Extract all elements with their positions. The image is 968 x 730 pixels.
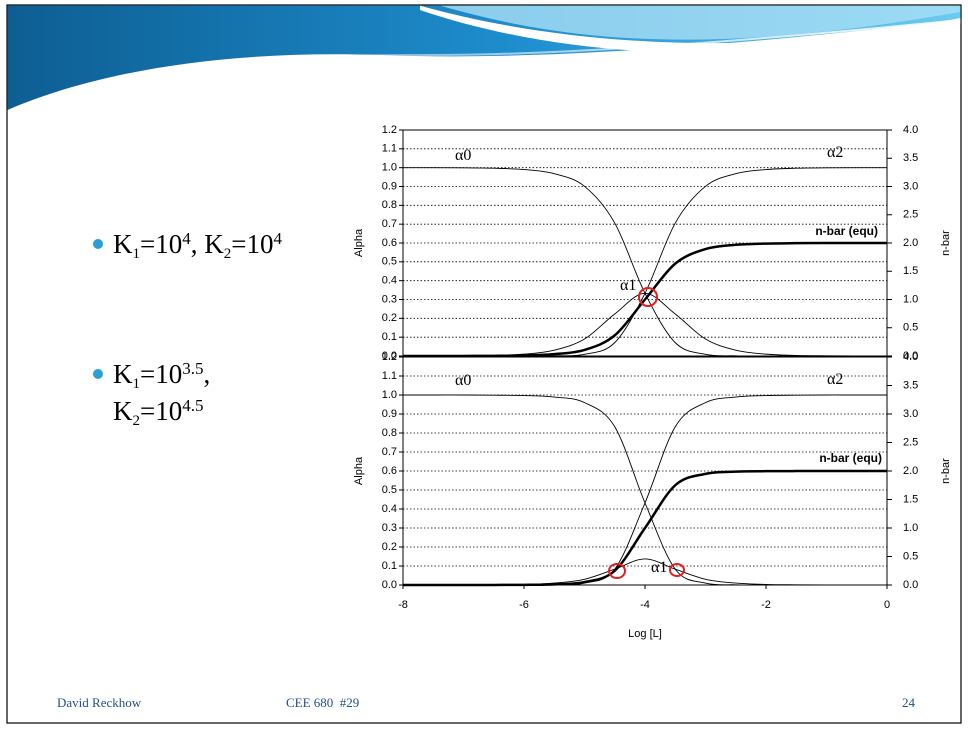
x-tick-label: 0 xyxy=(884,599,890,611)
y2-tick-label: 2.0 xyxy=(903,465,918,477)
y-tick-label: 1.1 xyxy=(382,370,397,382)
chart-panel xyxy=(338,118,960,663)
y2-axis-label: n-bar xyxy=(940,230,952,256)
y-axis-label: Alpha xyxy=(353,228,365,257)
subscript: 1 xyxy=(133,246,141,262)
y-tick-label: 0.6 xyxy=(382,465,397,477)
x-tick-label: -6 xyxy=(519,599,529,611)
y2-tick-label: 1.0 xyxy=(903,522,918,534)
y2-tick-label: 3.0 xyxy=(903,180,918,192)
y-tick-label: 0.4 xyxy=(382,275,397,287)
series-label: α0 xyxy=(455,372,471,389)
y-tick-label: 0.3 xyxy=(382,293,397,305)
text-run: K xyxy=(113,359,133,389)
y-tick-label: 0.9 xyxy=(382,180,397,192)
series-label: n-bar (equ) xyxy=(819,451,882,465)
y2-axis-label: n-bar xyxy=(940,458,952,484)
y-tick-label: 0.5 xyxy=(382,256,397,268)
y-tick-label: 0.6 xyxy=(382,237,397,249)
y2-tick-label: 2.5 xyxy=(903,209,918,221)
y-axis-label: Alpha xyxy=(353,456,365,485)
y2-tick-label: 0.5 xyxy=(903,550,918,562)
y2-tick-label: 1.5 xyxy=(903,265,918,277)
series-label: α1 xyxy=(651,559,667,576)
series-label: α1 xyxy=(620,277,636,294)
text-run: =10 xyxy=(140,229,182,259)
y-tick-label: 0.2 xyxy=(382,541,397,553)
text-run: , xyxy=(203,359,210,389)
subscript: 1 xyxy=(133,376,141,392)
y-tick-label: 1.2 xyxy=(382,124,397,136)
y-tick-label: 1.1 xyxy=(382,143,397,155)
y-tick-label: 0.1 xyxy=(382,331,397,343)
y-tick-label: 0.3 xyxy=(382,522,397,534)
y-tick-label: 1.0 xyxy=(382,162,397,174)
y2-tick-label: 4.0 xyxy=(903,124,918,136)
superscript: 4 xyxy=(273,229,282,248)
y2-tick-label: 4.0 xyxy=(903,351,918,363)
text-run: K xyxy=(113,229,133,259)
y-tick-label: 0.8 xyxy=(382,427,397,439)
y-tick-label: 0.9 xyxy=(382,408,397,420)
y2-tick-label: 3.0 xyxy=(903,408,918,420)
subscript: 2 xyxy=(133,413,141,429)
series-label: n-bar (equ) xyxy=(815,224,878,238)
bullet-dot xyxy=(93,369,103,379)
text-run: =10 xyxy=(231,229,273,259)
y-tick-label: 0.4 xyxy=(382,503,397,515)
y2-tick-label: 1.0 xyxy=(903,293,918,305)
y2-tick-label: 0.5 xyxy=(903,322,918,334)
superscript: 3.5 xyxy=(182,359,203,378)
text-run: =10 xyxy=(140,396,182,426)
y-tick-label: 0.8 xyxy=(382,199,397,211)
footer-author: David Reckhow xyxy=(57,695,142,710)
y-tick-label: 0.1 xyxy=(382,560,397,572)
footer-page: 24 xyxy=(902,695,916,710)
y2-tick-label: 0.0 xyxy=(903,579,918,591)
y2-tick-label: 3.5 xyxy=(903,379,918,391)
x-axis-label: Log [L] xyxy=(628,628,662,640)
series-label: α0 xyxy=(455,147,471,164)
bullet-dot xyxy=(93,239,103,249)
y-tick-label: 0.5 xyxy=(382,484,397,496)
y-tick-label: 0.2 xyxy=(382,312,397,324)
slide: K1=104, K2=104K1=103.5,K2=104.5 0.00.10.… xyxy=(0,0,968,730)
y2-tick-label: 1.5 xyxy=(903,493,918,505)
series-label: α2 xyxy=(827,144,843,161)
text-run: K xyxy=(113,396,133,426)
y-tick-label: 1.0 xyxy=(382,389,397,401)
y2-tick-label: 2.0 xyxy=(903,237,918,249)
footer-course: CEE 680 #29 xyxy=(286,695,359,710)
text-run: =10 xyxy=(140,359,182,389)
y-tick-label: 0.7 xyxy=(382,446,397,458)
y-tick-label: 0.0 xyxy=(382,579,397,591)
x-tick-label: -4 xyxy=(640,599,650,611)
subscript: 2 xyxy=(224,246,232,262)
x-tick-label: -8 xyxy=(398,599,408,611)
superscript: 4.5 xyxy=(182,396,203,415)
y2-tick-label: 3.5 xyxy=(903,152,918,164)
y2-tick-label: 2.5 xyxy=(903,436,918,448)
text-run: , K xyxy=(191,229,225,259)
y-tick-label: 1.2 xyxy=(382,351,397,363)
series-label: α2 xyxy=(827,371,843,388)
y-tick-label: 0.7 xyxy=(382,218,397,230)
x-tick-label: -2 xyxy=(761,599,771,611)
